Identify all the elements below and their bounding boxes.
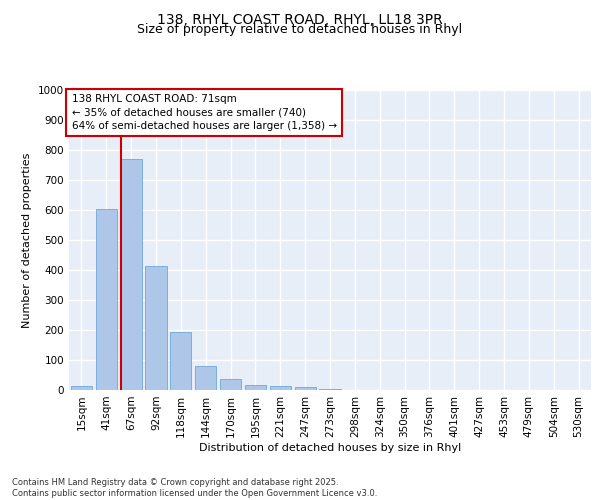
Bar <box>245 385 266 390</box>
Bar <box>121 159 142 390</box>
Text: 138 RHYL COAST ROAD: 71sqm
← 35% of detached houses are smaller (740)
64% of sem: 138 RHYL COAST ROAD: 71sqm ← 35% of deta… <box>71 94 337 131</box>
Text: 138, RHYL COAST ROAD, RHYL, LL18 3PR: 138, RHYL COAST ROAD, RHYL, LL18 3PR <box>157 12 443 26</box>
Bar <box>195 366 216 390</box>
Bar <box>220 379 241 390</box>
Bar <box>295 387 316 390</box>
Bar <box>270 386 291 390</box>
Text: Size of property relative to detached houses in Rhyl: Size of property relative to detached ho… <box>137 22 463 36</box>
Bar <box>145 266 167 390</box>
Bar <box>319 389 341 390</box>
Text: Contains HM Land Registry data © Crown copyright and database right 2025.
Contai: Contains HM Land Registry data © Crown c… <box>12 478 377 498</box>
Bar <box>96 209 117 390</box>
X-axis label: Distribution of detached houses by size in Rhyl: Distribution of detached houses by size … <box>199 442 461 452</box>
Bar <box>170 332 191 390</box>
Bar <box>71 386 92 390</box>
Y-axis label: Number of detached properties: Number of detached properties <box>22 152 32 328</box>
